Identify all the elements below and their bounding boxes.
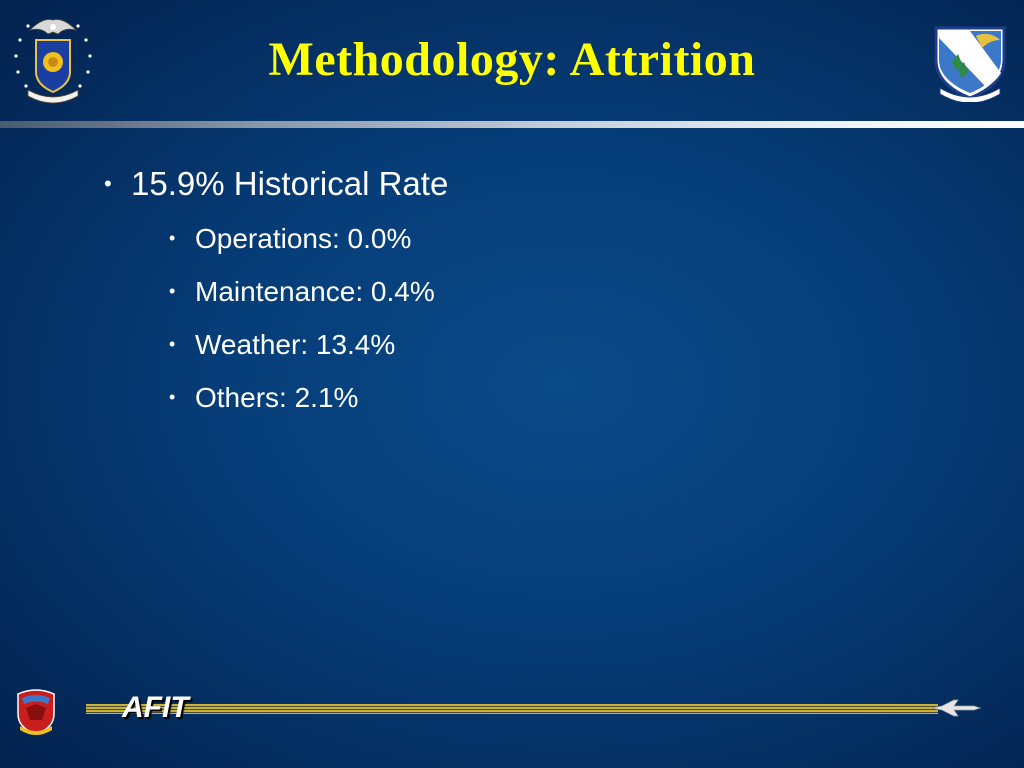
sub-bullet-item: • Weather: 13.4% — [131, 318, 448, 371]
sub-bullet-text: Weather: 13.4% — [195, 329, 396, 360]
command-seal-logo — [14, 19, 92, 104]
wing-shield-logo — [934, 26, 1006, 102]
bullet-marker: • — [169, 334, 176, 354]
sub-bullet-text: Operations: 0.0% — [195, 223, 412, 254]
sub-bullet-item: • Others: 2.1% — [131, 371, 448, 424]
bullet-text: 15.9% Historical Rate — [131, 165, 449, 202]
jet-aircraft-icon — [931, 699, 982, 717]
sub-bullet-text: Others: 2.1% — [195, 382, 359, 413]
sub-bullet-item: • Maintenance: 0.4% — [131, 265, 448, 318]
footer-label: AFIT — [122, 691, 189, 724]
sub-bullet-item: • Operations: 0.0% — [131, 212, 448, 265]
title-divider — [0, 121, 1024, 128]
bullet-list: • 15.9% Historical Rate • Operations: 0.… — [104, 160, 448, 424]
bullet-item: • 15.9% Historical Rate • Operations: 0.… — [104, 160, 448, 424]
slide-title: Methodology: Attrition — [268, 33, 756, 86]
sub-bullet-text: Maintenance: 0.4% — [195, 276, 435, 307]
bullet-marker: • — [169, 387, 176, 407]
bullet-marker: • — [169, 281, 176, 301]
sub-bullet-list: • Operations: 0.0% • Maintenance: 0.4% •… — [131, 212, 448, 424]
squadron-patch-logo — [17, 689, 55, 735]
bullet-marker: • — [169, 228, 176, 248]
bullet-marker: • — [104, 171, 112, 196]
footer-divider — [86, 704, 938, 714]
